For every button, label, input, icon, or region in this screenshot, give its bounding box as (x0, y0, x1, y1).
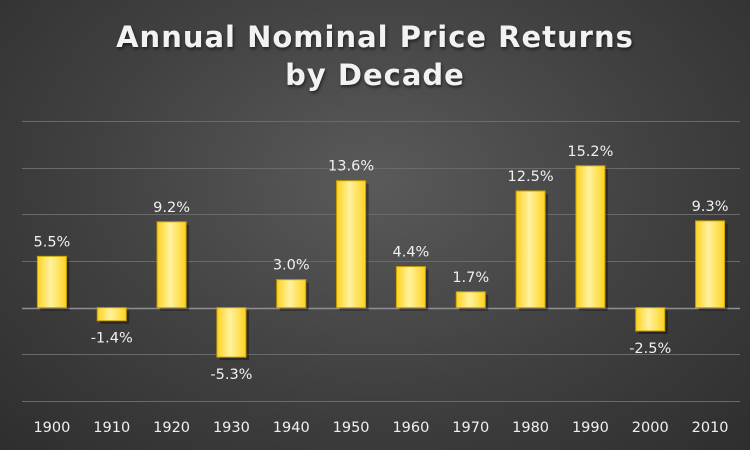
bars (36, 165, 728, 361)
bar-1970 (455, 291, 486, 309)
data-label: 4.4% (392, 245, 429, 261)
data-label: -2.5% (629, 341, 671, 357)
data-label: 9.3% (692, 199, 729, 215)
x-tick-label: 1960 (392, 420, 429, 436)
x-tick-label: 1970 (452, 420, 489, 436)
x-tick-label: 2000 (632, 420, 669, 436)
x-tick-label: 1900 (33, 420, 70, 436)
x-tick-label: 1950 (333, 420, 370, 436)
bar-1930 (216, 307, 247, 358)
bar-1960 (395, 266, 426, 309)
gridlines (22, 121, 740, 402)
bar-1940 (276, 279, 307, 309)
bar-1980 (515, 190, 546, 309)
x-tick-label: 1920 (153, 420, 190, 436)
data-label: 9.2% (153, 200, 190, 216)
x-tick-label: 1940 (273, 420, 310, 436)
data-label: -1.4% (91, 331, 133, 347)
data-label: 3.0% (273, 258, 310, 274)
x-tick-label: 1980 (512, 420, 549, 436)
x-tick-label: 1930 (213, 420, 250, 436)
x-tick-label: 2010 (692, 420, 729, 436)
bar-1950 (336, 180, 367, 309)
bar-1910 (96, 307, 127, 322)
chart-title: Annual Nominal Price Returns by Decade (0, 18, 750, 94)
data-label: 15.2% (567, 144, 613, 160)
bar-1900 (36, 255, 67, 309)
chart-title-line2: by Decade (285, 58, 465, 92)
data-label: 1.7% (452, 270, 489, 286)
chart-title-line1: Annual Nominal Price Returns (116, 20, 634, 54)
data-label: 13.6% (328, 159, 374, 175)
bar-2010 (695, 220, 726, 309)
x-axis-ticks: 1900 1910 1920 1930 1940 1950 1960 1970 1980 1990… (33, 420, 728, 436)
bar-2000 (635, 307, 666, 332)
data-labels: 5.5% -1.4% 9.2% -5.3% 3.0% 13.6% 4.4% 1.7% 12.5%… (33, 144, 728, 383)
x-tick-label: 1910 (93, 420, 130, 436)
data-label: 12.5% (508, 169, 554, 185)
bar-1990 (575, 165, 606, 309)
bar-1920 (156, 221, 187, 309)
x-tick-label: 1990 (572, 420, 609, 436)
data-label: 5.5% (33, 234, 70, 250)
data-label: -5.3% (210, 367, 252, 383)
